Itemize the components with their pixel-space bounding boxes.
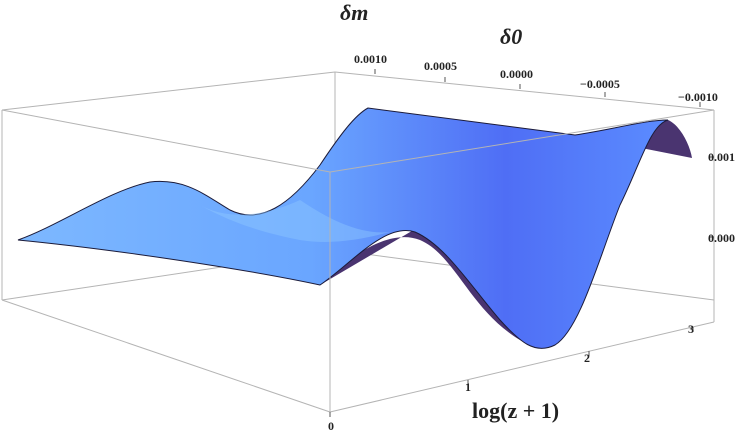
tick-marks xyxy=(329,69,714,417)
z-axis-label: δm xyxy=(340,0,368,25)
x-tick-label-2: 2 xyxy=(584,351,590,365)
surface xyxy=(17,107,692,349)
x-tick-label-0: 0 xyxy=(328,419,334,433)
x-axis-label: log(z + 1) xyxy=(472,398,559,423)
y-tick-label-1: 0.0005 xyxy=(424,59,457,73)
surface-top xyxy=(17,107,669,349)
y-tick-label-2: 0.0000 xyxy=(500,67,533,81)
surface-highlight xyxy=(200,200,390,243)
y-tick-label-3: −0.0005 xyxy=(580,77,620,91)
y-tick-label-0: 0.0010 xyxy=(354,52,387,66)
x-tick-label-1: 1 xyxy=(465,380,471,394)
x-tick-label-3: 3 xyxy=(688,322,694,336)
z-tick-label-0: 0.000 xyxy=(708,231,735,245)
z-tick-label-1: 0.001 xyxy=(708,150,735,164)
y-axis-label: δ0 xyxy=(500,24,522,49)
y-tick-label-4: −0.0010 xyxy=(678,90,718,104)
bounding-box-front xyxy=(1,109,715,413)
